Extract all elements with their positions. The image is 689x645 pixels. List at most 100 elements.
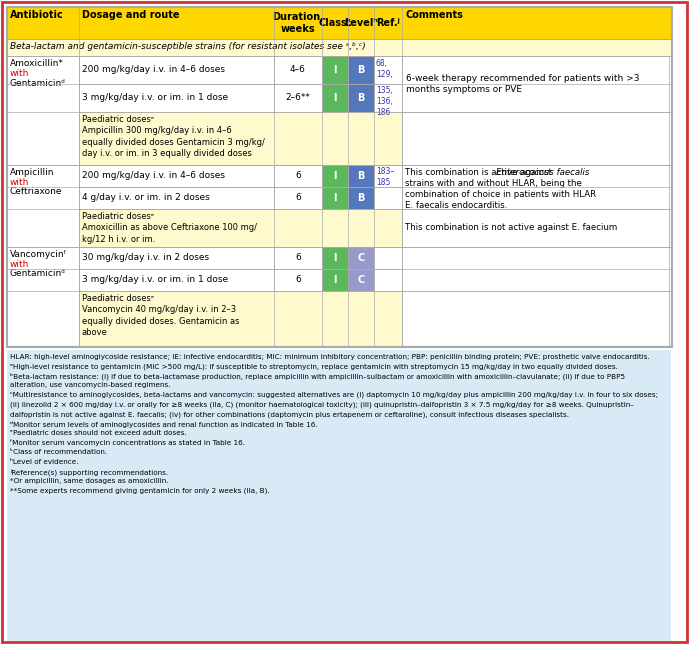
Bar — [7, 39, 671, 56]
Text: 183–
185: 183– 185 — [376, 167, 394, 187]
Bar — [402, 56, 669, 112]
Text: 6: 6 — [295, 275, 301, 284]
Bar — [7, 350, 671, 641]
Bar — [322, 56, 348, 84]
Bar — [79, 165, 274, 187]
Text: **Some experts recommend giving gentamicin for only 2 weeks (IIa, B).: **Some experts recommend giving gentamic… — [10, 487, 269, 493]
Bar — [79, 291, 402, 346]
Text: Antibiotic: Antibiotic — [10, 10, 64, 20]
Text: I: I — [333, 193, 337, 203]
Bar — [374, 165, 402, 187]
Text: Gentamicinᵈ: Gentamicinᵈ — [10, 79, 66, 88]
Text: with: with — [10, 260, 30, 269]
Bar — [274, 165, 322, 187]
Text: This combination is active against                     
strains with and without: This combination is active against strai… — [405, 168, 617, 232]
Text: Enterococcus faecalis: Enterococcus faecalis — [496, 168, 589, 177]
Bar — [274, 84, 322, 112]
Text: 3 mg/kg/day i.v. or im. in 1 dose: 3 mg/kg/day i.v. or im. in 1 dose — [82, 94, 228, 103]
Text: Vancomycinᶠ: Vancomycinᶠ — [10, 250, 68, 259]
Bar — [7, 165, 79, 247]
Text: 4–6: 4–6 — [290, 66, 306, 75]
Text: HLAR: high-level aminoglycoside resistance; IE: infective endocarditis; MIC: min: HLAR: high-level aminoglycoside resistan… — [10, 354, 650, 360]
Text: Ampicillin: Ampicillin — [10, 168, 54, 177]
Text: 3 mg/kg/day i.v. or im. in 1 dose: 3 mg/kg/day i.v. or im. in 1 dose — [82, 275, 228, 284]
Bar — [348, 84, 374, 112]
Bar — [322, 269, 348, 291]
Bar — [7, 7, 671, 39]
Text: alteration, use vancomycin-based regimens.: alteration, use vancomycin-based regimen… — [10, 382, 170, 388]
Bar — [79, 112, 402, 165]
Text: C: C — [358, 253, 364, 263]
Bar — [402, 112, 669, 165]
Text: Paediatric dosesᵉ
Vancomycin 40 mg/kg/day i.v. in 2–3
equally divided doses. Gen: Paediatric dosesᵉ Vancomycin 40 mg/kg/da… — [82, 294, 240, 337]
Bar — [7, 7, 671, 346]
Text: 6: 6 — [295, 253, 301, 263]
Bar — [79, 247, 274, 269]
Text: ᵃHigh-level resistance to gentamicin (MIC >500 mg/L): if susceptible to streptom: ᵃHigh-level resistance to gentamicin (MI… — [10, 364, 618, 370]
Bar — [374, 84, 402, 112]
Bar — [402, 165, 669, 247]
Text: Duration,
weeks: Duration, weeks — [272, 12, 324, 34]
Text: ᵈMonitor serum levels of aminoglycosides and renal function as indicated in Tabl: ᵈMonitor serum levels of aminoglycosides… — [10, 421, 318, 428]
Bar — [374, 247, 402, 269]
Text: B: B — [358, 93, 364, 103]
Text: I: I — [333, 93, 337, 103]
Text: ᵏClass of recommendation.: ᵏClass of recommendation. — [10, 449, 107, 455]
Text: Dosage and route: Dosage and route — [82, 10, 180, 20]
Text: 135,
136,
186: 135, 136, 186 — [376, 86, 393, 117]
Text: I: I — [333, 171, 337, 181]
Text: I: I — [333, 275, 337, 285]
Bar — [274, 269, 322, 291]
Text: Classᵏ: Classᵏ — [318, 18, 352, 28]
Bar — [402, 247, 669, 346]
Text: Paediatric dosesᵉ
Amoxicillin as above Ceftriaxone 100 mg/
kg/12 h i.v. or im.: Paediatric dosesᵉ Amoxicillin as above C… — [82, 212, 257, 244]
Bar — [7, 56, 79, 165]
Bar — [402, 209, 669, 247]
Bar — [274, 56, 322, 84]
Text: ᵇBeta-lactam resistance: (i) if due to beta-lactamase production, replace ampici: ᵇBeta-lactam resistance: (i) if due to b… — [10, 373, 625, 381]
Bar — [7, 247, 79, 346]
Text: ᶠMonitor serum vancomycin concentrations as stated in Table 16.: ᶠMonitor serum vancomycin concentrations… — [10, 439, 245, 446]
Text: B: B — [358, 171, 364, 181]
Bar — [374, 56, 402, 84]
Text: B: B — [358, 193, 364, 203]
Bar — [274, 247, 322, 269]
Text: 6: 6 — [295, 172, 301, 181]
Text: Comments: Comments — [405, 10, 463, 20]
Text: Levelʰ: Levelʰ — [344, 18, 378, 28]
Bar — [79, 84, 274, 112]
Bar — [79, 269, 274, 291]
Bar — [348, 165, 374, 187]
Text: ʰLevel of evidence.: ʰLevel of evidence. — [10, 459, 79, 464]
Bar — [348, 247, 374, 269]
Text: C: C — [358, 275, 364, 285]
Text: B: B — [358, 65, 364, 75]
Text: Ceftriaxone: Ceftriaxone — [10, 187, 63, 196]
Bar — [322, 84, 348, 112]
Bar — [374, 269, 402, 291]
Text: Paediatric dosesᵉ
Ampicillin 300 mg/kg/day i.v. in 4–6
equally divided doses Gen: Paediatric dosesᵉ Ampicillin 300 mg/kg/d… — [82, 115, 265, 159]
Bar — [322, 247, 348, 269]
Bar — [402, 291, 669, 346]
Bar — [79, 187, 274, 209]
Bar — [6, 6, 672, 347]
Text: dalfopristin is not active against E. faecalis; (iv) for other combinations (dap: dalfopristin is not active against E. fa… — [10, 411, 569, 417]
Bar — [79, 209, 402, 247]
Bar — [348, 56, 374, 84]
Text: Beta-lactam and gentamicin-susceptible strains (for resistant isolates see ᵃ,ᵇ,ᶜ: Beta-lactam and gentamicin-susceptible s… — [10, 42, 366, 51]
Text: *Or ampicillin, same dosages as amoxicillin.: *Or ampicillin, same dosages as amoxicil… — [10, 477, 169, 484]
Text: 2–6**: 2–6** — [285, 94, 311, 103]
Text: I: I — [333, 65, 337, 75]
Bar — [374, 187, 402, 209]
Text: with: with — [10, 178, 30, 187]
Bar — [348, 269, 374, 291]
Text: 6: 6 — [295, 194, 301, 203]
Text: ᵉPaediatric doses should not exceed adult doses.: ᵉPaediatric doses should not exceed adul… — [10, 430, 187, 436]
Text: 30 mg/kg/day i.v. in 2 doses: 30 mg/kg/day i.v. in 2 doses — [82, 253, 209, 263]
Text: with: with — [10, 69, 30, 78]
Bar — [348, 187, 374, 209]
Text: ᶜMultiresistance to aminoglycosides, beta-lactams and vancomycin: suggested alte: ᶜMultiresistance to aminoglycosides, bet… — [10, 392, 658, 399]
Text: (ii) linezolid 2 × 600 mg/day i.v. or orally for ≥8 weeks (IIa, C) (monitor haem: (ii) linezolid 2 × 600 mg/day i.v. or or… — [10, 401, 634, 408]
Text: 4 g/day i.v. or im. in 2 doses: 4 g/day i.v. or im. in 2 doses — [82, 194, 209, 203]
Bar — [322, 165, 348, 187]
